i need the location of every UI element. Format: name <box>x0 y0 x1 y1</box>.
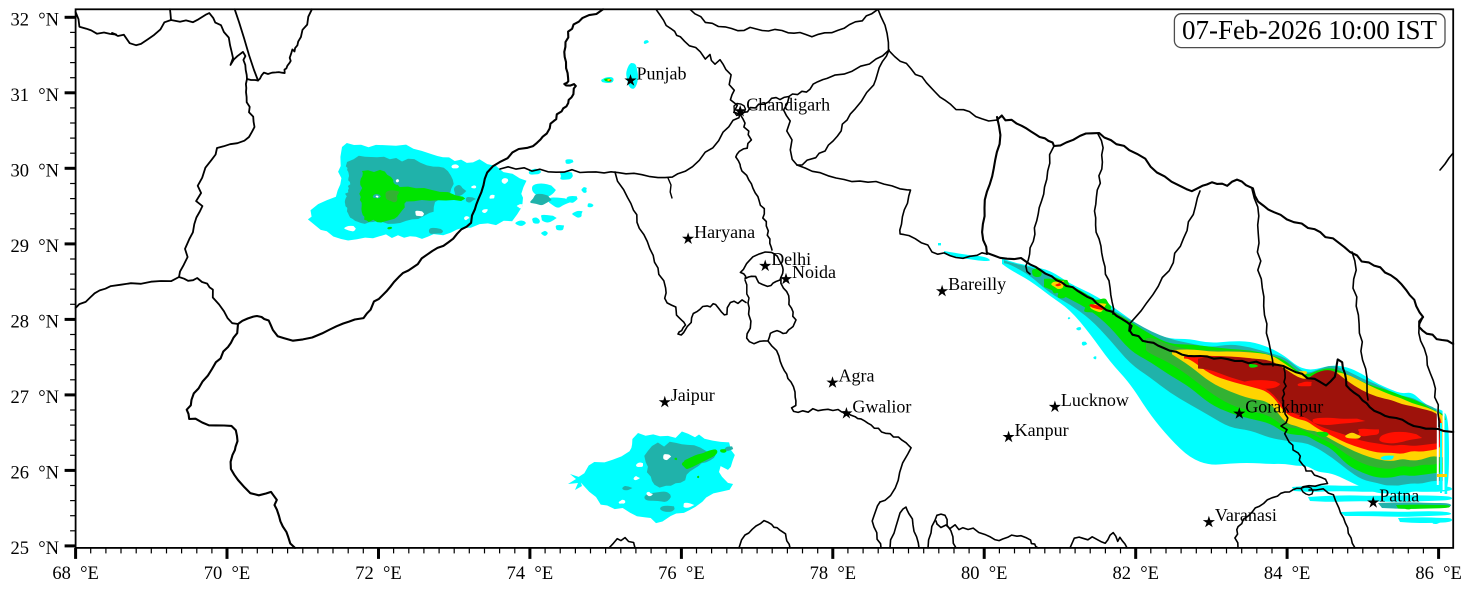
svg-text:Varanasi: Varanasi <box>1215 505 1277 525</box>
svg-text:80 °E: 80 °E <box>961 564 1007 584</box>
svg-text:28 °N: 28 °N <box>10 312 59 332</box>
svg-text:68 °E: 68 °E <box>52 564 98 584</box>
svg-text:25 °N: 25 °N <box>10 539 59 559</box>
svg-text:Delhi: Delhi <box>771 249 811 269</box>
svg-text:Kanpur: Kanpur <box>1015 420 1069 440</box>
svg-text:84 °E: 84 °E <box>1264 564 1310 584</box>
svg-text:07-Feb-2026 10:00 IST: 07-Feb-2026 10:00 IST <box>1182 15 1437 45</box>
svg-text:Bareilly: Bareilly <box>948 274 1006 294</box>
svg-text:74 °E: 74 °E <box>507 564 553 584</box>
svg-text:Chandigarh: Chandigarh <box>746 94 830 114</box>
svg-text:70 °E: 70 °E <box>204 564 250 584</box>
svg-text:Haryana: Haryana <box>694 222 755 242</box>
svg-text:31 °N: 31 °N <box>10 86 59 106</box>
svg-text:Lucknow: Lucknow <box>1061 390 1129 410</box>
svg-text:Noida: Noida <box>792 262 836 282</box>
svg-text:26 °N: 26 °N <box>10 463 59 483</box>
svg-text:Jaipur: Jaipur <box>671 385 715 405</box>
svg-text:Punjab: Punjab <box>637 64 687 84</box>
svg-text:72 °E: 72 °E <box>355 564 401 584</box>
svg-text:27 °N: 27 °N <box>10 388 59 408</box>
svg-text:Patna: Patna <box>1379 486 1419 506</box>
svg-text:78 °E: 78 °E <box>810 564 856 584</box>
svg-text:76 °E: 76 °E <box>658 564 704 584</box>
svg-text:86 °E: 86 °E <box>1415 564 1461 584</box>
svg-text:Gwalior: Gwalior <box>852 396 911 416</box>
svg-text:Agra: Agra <box>839 366 875 386</box>
svg-text:29 °N: 29 °N <box>10 237 59 257</box>
svg-text:Gorakhpur: Gorakhpur <box>1245 397 1323 417</box>
svg-text:30 °N: 30 °N <box>10 161 59 181</box>
svg-text:82 °E: 82 °E <box>1112 564 1158 584</box>
svg-text:32 °N: 32 °N <box>10 10 59 30</box>
